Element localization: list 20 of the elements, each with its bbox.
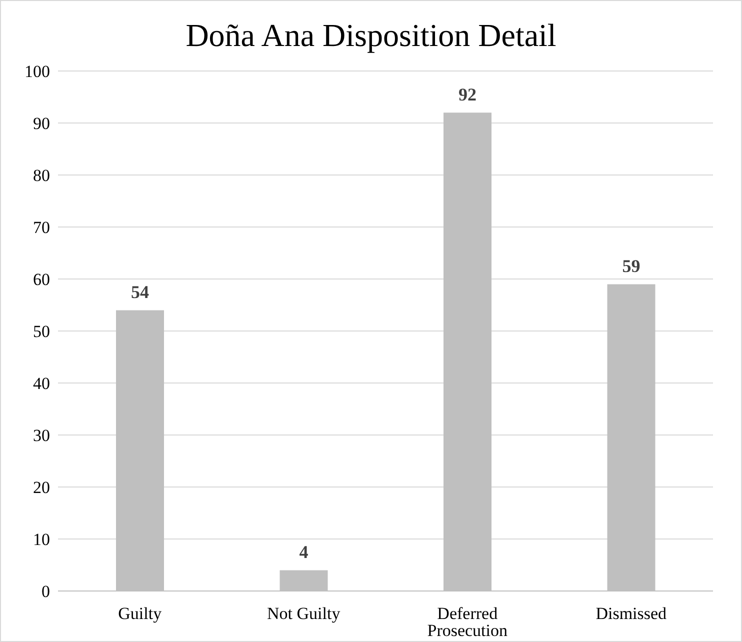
data-label: 4 (299, 542, 308, 562)
data-label: 92 (458, 84, 476, 105)
y-tick-label: 60 (33, 270, 50, 290)
x-tick-label: Not Guilty (267, 604, 341, 624)
y-tick-label: 20 (33, 478, 50, 498)
x-tick-label: Deferred Prosecution (427, 604, 508, 640)
y-tick-label: 0 (42, 582, 50, 602)
data-label: 59 (622, 256, 640, 276)
y-tick-label: 10 (33, 530, 50, 550)
x-tick-label: Guilty (118, 604, 162, 624)
y-tick-label: 50 (33, 322, 50, 342)
data-label: 54 (131, 282, 149, 302)
y-tick-label: 100 (24, 62, 50, 82)
y-tick-label: 40 (33, 374, 50, 394)
y-tick-label: 80 (33, 166, 50, 186)
x-tick-label: Dismissed (596, 604, 668, 624)
chart-title: Doña Ana Disposition Detail (184, 17, 558, 55)
y-tick-label: 70 (33, 218, 50, 238)
y-tick-label: 90 (33, 114, 50, 134)
y-tick-label: 30 (33, 426, 50, 446)
